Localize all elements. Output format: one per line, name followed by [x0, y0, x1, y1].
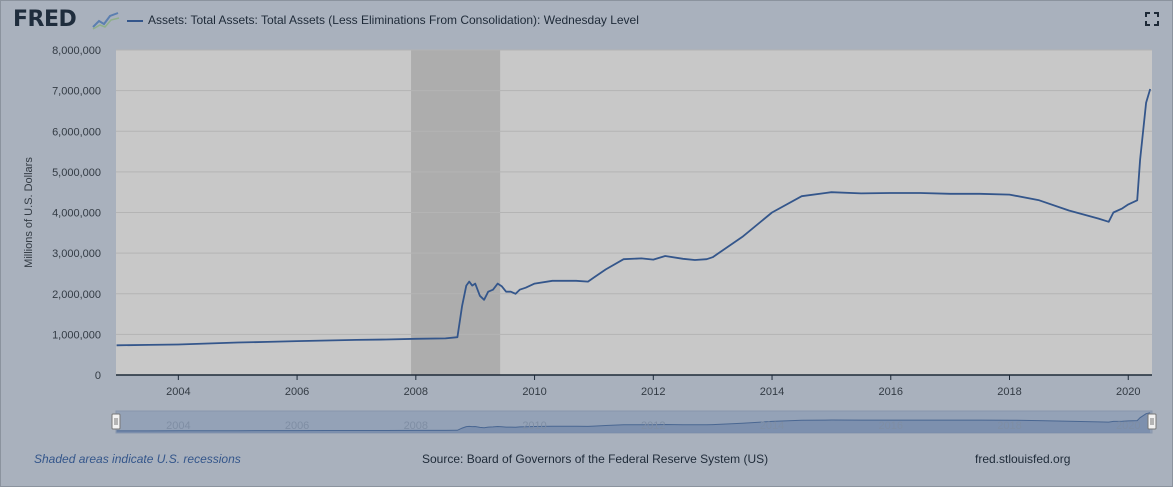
fullscreen-icon[interactable] — [1145, 12, 1159, 26]
navigator-year-label: 2010 — [522, 420, 546, 432]
series-legend: Assets: Total Assets: Total Assets (Less… — [127, 13, 639, 27]
site-link[interactable]: fred.stlouisfed.org — [975, 452, 1071, 466]
navigator-year-label: 2008 — [404, 420, 428, 432]
series-title: Assets: Total Assets: Total Assets (Less… — [148, 13, 639, 27]
navigator-right-handle-icon[interactable] — [1147, 413, 1157, 430]
y-tick-label: 3,000,000 — [52, 248, 101, 260]
y-tick-label: 0 — [95, 370, 101, 382]
x-tick-label: 2016 — [879, 386, 903, 398]
x-tick-label: 2006 — [285, 386, 309, 398]
navigator-year-label: 2014 — [760, 420, 784, 432]
handle-body — [1147, 413, 1157, 430]
navigator-year-label: 2006 — [285, 420, 309, 432]
x-tick-label: 2010 — [522, 386, 546, 398]
navigator-year-label: 2016 — [879, 420, 903, 432]
navigator-series-line — [116, 412, 1151, 432]
y-tick-label: 1,000,000 — [52, 329, 101, 341]
recession-note-link[interactable]: Shaded areas indicate U.S. recessions — [34, 452, 241, 466]
line-chart: 0 1,000,000 2,000,000 3,000,000 4,000,000 5,0… — [23, 45, 1157, 434]
x-tick-label: 2018 — [997, 386, 1021, 398]
x-tick-label: 2020 — [1116, 386, 1140, 398]
series-line — [116, 88, 1152, 347]
navigator-left-handle-icon[interactable] — [111, 413, 121, 430]
x-tick-label: 2014 — [760, 386, 784, 398]
y-tick-label: 5,000,000 — [52, 167, 101, 179]
x-tick-label: 2012 — [641, 386, 665, 398]
handle-body — [111, 413, 121, 430]
navigator-year-label: 2020 — [1116, 420, 1140, 432]
y-axis-title: Millions of U.S. Dollars — [23, 157, 35, 268]
source-text: Source: Board of Governors of the Federa… — [422, 452, 769, 466]
y-tick-label: 6,000,000 — [52, 126, 101, 138]
navigator-year-label: 2004 — [166, 420, 190, 432]
y-tick-label: 7,000,000 — [52, 86, 101, 98]
y-tick-label: 8,000,000 — [52, 45, 101, 57]
navigator-year-label: 2018 — [997, 420, 1021, 432]
y-tick-label: 4,000,000 — [52, 208, 101, 220]
fred-logo: FRED — [13, 7, 77, 32]
navigator-year-label: 2012 — [641, 420, 665, 432]
x-tick-label: 2008 — [404, 386, 428, 398]
y-tick-label: 2,000,000 — [52, 289, 101, 301]
fred-logo-sparkline-icon — [92, 12, 120, 30]
x-tick-label: 2004 — [166, 386, 190, 398]
navigator-area — [116, 412, 1151, 433]
legend-line-swatch — [127, 19, 143, 22]
